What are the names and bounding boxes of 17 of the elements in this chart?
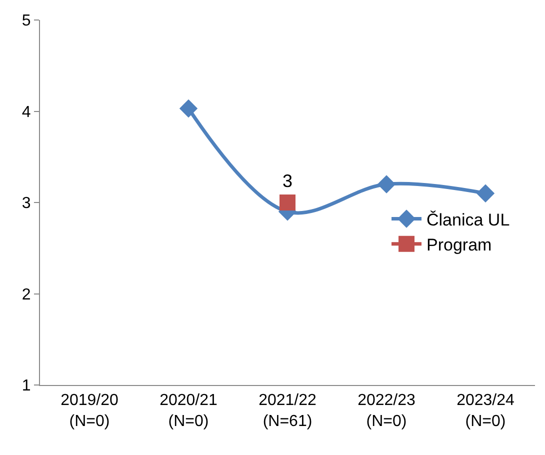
y-tick-label: 3 xyxy=(22,195,31,212)
x-tick-label: 2023/24 (N=0) xyxy=(456,392,515,430)
x-tick-label: 2021/22 (N=61) xyxy=(258,392,317,430)
x-tick-label: 2022/23 (N=0) xyxy=(358,392,416,430)
legend-label: Program xyxy=(426,235,492,254)
y-tick-label: 5 xyxy=(22,12,31,30)
x-tick-label: 2020/21 (N=0) xyxy=(160,392,218,430)
y-tick-label: 1 xyxy=(22,378,31,395)
x-tick-label: 2019/20 (N=0) xyxy=(60,392,119,430)
point xyxy=(377,175,396,194)
data-label: 3 xyxy=(282,171,293,191)
y-tick-label: 2 xyxy=(22,286,31,304)
legend-label: Članica UL xyxy=(426,210,510,230)
point xyxy=(179,99,198,118)
point xyxy=(476,184,495,202)
point xyxy=(280,194,296,210)
y-tick-label: 4 xyxy=(22,104,31,121)
